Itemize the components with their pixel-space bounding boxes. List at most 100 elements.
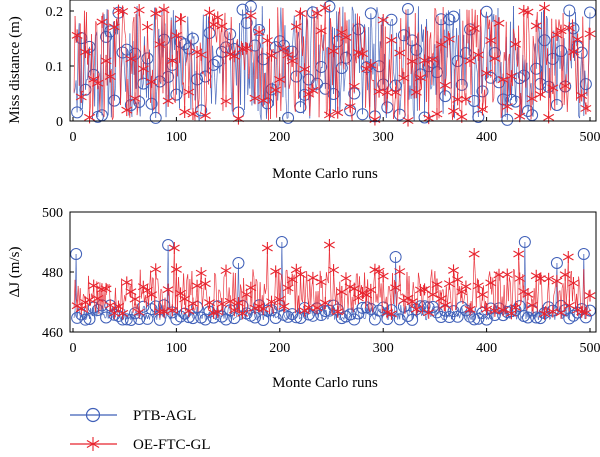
data-point — [278, 300, 290, 313]
data-point — [170, 88, 183, 101]
data-point — [364, 302, 377, 315]
data-point — [406, 55, 418, 68]
data-point — [377, 14, 389, 27]
data-point — [208, 306, 220, 319]
data-point — [195, 267, 207, 280]
data-point — [315, 275, 327, 288]
data-point — [501, 113, 514, 126]
data-point — [145, 303, 158, 316]
miss-distance-ticks: 0 100 200 300 400 500 0 0.1 0.2 — [46, 5, 600, 145]
data-point — [547, 81, 559, 94]
data-point — [204, 6, 215, 19]
data-point — [71, 311, 84, 324]
data-point — [257, 303, 269, 316]
data-point — [224, 295, 236, 308]
miss-distance-axes-frame — [69, 0, 597, 122]
data-point — [513, 248, 525, 260]
delta-j-y-axis-label: ΔJ (m/s) — [7, 247, 23, 298]
data-point — [332, 305, 344, 318]
data-point — [299, 63, 311, 76]
data-point — [183, 305, 195, 318]
data-point — [108, 20, 120, 33]
data-point — [168, 242, 180, 254]
data-point — [551, 28, 563, 41]
data-point — [116, 46, 129, 59]
data-point — [539, 307, 550, 320]
y-tick-label: 460 — [42, 326, 63, 341]
data-point — [584, 289, 596, 302]
data-point — [100, 282, 112, 295]
data-point — [443, 13, 456, 26]
data-point — [282, 310, 295, 323]
data-point — [212, 305, 224, 318]
legend-asterisk-glyph — [86, 437, 100, 451]
data-point — [539, 1, 550, 14]
data-point — [510, 301, 522, 314]
data-point — [580, 306, 592, 319]
data-point — [294, 311, 307, 324]
data-point — [129, 293, 141, 306]
x-tick-label: 100 — [166, 130, 187, 145]
data-point — [418, 300, 431, 313]
data-point — [158, 3, 170, 16]
data-point — [125, 285, 137, 298]
miss-distance-y-axis-label: Miss distance (m) — [7, 16, 23, 123]
data-point — [269, 311, 282, 324]
data-point — [232, 257, 245, 269]
data-point — [236, 3, 249, 16]
data-point — [390, 86, 402, 99]
y-tick-label: 0 — [56, 115, 63, 130]
data-point — [290, 311, 303, 324]
data-point — [572, 33, 584, 46]
data-point — [331, 35, 344, 48]
data-point — [365, 283, 377, 296]
data-point — [125, 52, 137, 65]
data-point — [497, 304, 509, 317]
data-point — [447, 10, 460, 23]
data-point — [472, 48, 484, 61]
data-point — [443, 277, 455, 290]
data-point — [394, 265, 406, 278]
data-point — [224, 28, 237, 41]
data-point — [327, 88, 340, 101]
data-point — [439, 79, 451, 92]
data-point — [141, 52, 154, 65]
data-point — [220, 95, 232, 108]
data-point — [270, 265, 282, 278]
data-point — [216, 20, 228, 33]
data-point — [439, 299, 451, 312]
data-point — [88, 73, 100, 86]
data-point — [497, 93, 510, 106]
data-point — [530, 62, 543, 75]
data-point — [149, 111, 162, 124]
data-point — [386, 307, 397, 320]
data-point — [162, 283, 174, 296]
data-point — [414, 71, 426, 84]
data-point — [186, 32, 199, 45]
data-point — [576, 89, 588, 102]
data-point — [120, 313, 133, 326]
data-point — [183, 86, 195, 99]
data-point — [377, 301, 390, 314]
data-point — [88, 279, 100, 292]
data-point — [356, 301, 369, 314]
data-point — [501, 268, 513, 281]
data-point — [448, 105, 459, 118]
data-point — [385, 13, 398, 26]
data-point — [489, 52, 501, 65]
x-tick-label: 200 — [269, 341, 290, 356]
data-point — [150, 263, 162, 276]
legend-entry-ptb-agl: PTB-AGL — [70, 407, 196, 424]
data-point — [208, 18, 220, 31]
data-point — [505, 70, 517, 83]
data-point — [456, 285, 468, 298]
data-point — [443, 33, 455, 46]
data-point — [518, 236, 531, 248]
delta-j-ticks: 0 100 200 300 400 500 460 480 500 — [42, 206, 600, 356]
data-point — [290, 20, 302, 33]
data-point — [182, 42, 195, 55]
data-point — [493, 268, 505, 281]
data-point — [245, 281, 257, 294]
data-point — [435, 310, 448, 323]
